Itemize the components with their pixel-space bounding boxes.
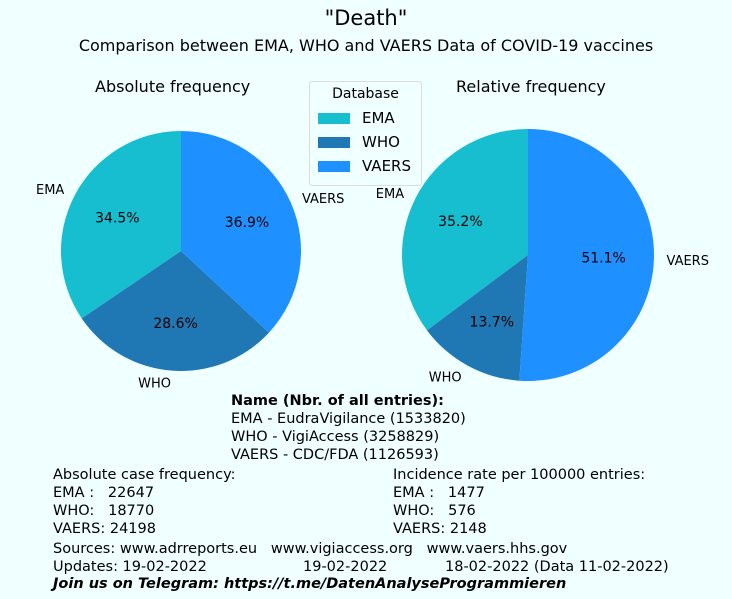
pie-slice-ema xyxy=(60,131,182,319)
pie-slice-vaers xyxy=(519,129,654,381)
legend-label: VAERS xyxy=(362,157,411,175)
names-block: Name (Nbr. of all entries): EMA - EudraV… xyxy=(231,392,466,464)
legend-swatch-vaers xyxy=(318,161,350,172)
updates-3: 18-02-2022 (Data 11-02-2022) xyxy=(445,559,669,575)
chart-subtitle: Comparison between EMA, WHO and VAERS Da… xyxy=(78,36,654,55)
legend-title: Database xyxy=(332,86,399,102)
pie-percent-label: 51.1% xyxy=(581,251,625,267)
pie-slice-who xyxy=(81,251,269,372)
chart-title: "Death" xyxy=(324,6,408,30)
abs-who: WHO: 18770 xyxy=(53,503,155,519)
legend-label: WHO xyxy=(362,133,400,151)
pie-percent-label: 34.5% xyxy=(95,210,139,226)
inc-who: WHO: 576 xyxy=(393,503,476,519)
abs-ema: EMA : 22647 xyxy=(53,485,155,501)
pie-category-label: VAERS xyxy=(667,254,709,269)
updates-2: 19-02-2022 xyxy=(303,559,388,575)
pie-category-label: EMA xyxy=(36,183,64,198)
legend-item-who: WHO xyxy=(318,133,400,151)
legend-swatch-who xyxy=(318,137,350,148)
absolute-block: Absolute case frequency: EMA : 22647 WHO… xyxy=(53,466,235,538)
abs-vaers: VAERS: 24198 xyxy=(53,521,156,537)
name-ema: EMA - EudraVigilance (1533820) xyxy=(231,411,466,427)
name-who: WHO - VigiAccess (3258829) xyxy=(231,429,440,445)
pie-percent-label: 13.7% xyxy=(470,314,514,330)
inc-vaers: VAERS: 2148 xyxy=(393,521,487,537)
legend: Database EMA WHO VAERS xyxy=(309,81,422,186)
name-vaers: VAERS - CDC/FDA (1126593) xyxy=(231,447,439,463)
telegram-link[interactable]: Join us on Telegram: https://t.me/DatenA… xyxy=(53,576,567,592)
pie-category-label: WHO xyxy=(138,377,171,392)
pie-slice-who xyxy=(427,255,528,381)
legend-label: EMA xyxy=(362,109,395,127)
pie-percent-label: 36.9% xyxy=(225,215,269,231)
legend-item-vaers: VAERS xyxy=(318,157,411,175)
left-pie-title: Absolute frequency xyxy=(95,77,251,96)
names-header: Name (Nbr. of all entries): xyxy=(231,393,444,409)
pie-percent-label: 35.2% xyxy=(438,214,482,230)
legend-swatch-ema xyxy=(318,113,350,124)
pie-slice-ema xyxy=(402,129,528,331)
legend-item-ema: EMA xyxy=(318,109,395,127)
abs-header: Absolute case frequency: xyxy=(53,467,236,483)
updates-1: Updates: 19-02-2022 xyxy=(53,559,207,575)
pie-percent-label: 28.6% xyxy=(153,316,197,332)
pie-category-label: EMA xyxy=(376,187,404,202)
incidence-block: Incidence rate per 100000 entries: EMA :… xyxy=(393,466,645,538)
inc-header: Incidence rate per 100000 entries: xyxy=(393,467,646,483)
right-pie-title: Relative frequency xyxy=(456,77,606,96)
pie-category-label: WHO xyxy=(429,371,462,386)
pie-slice-vaers xyxy=(181,131,301,333)
sources: Sources: www.adrreports.eu www.vigiacces… xyxy=(53,541,568,557)
inc-ema: EMA : 1477 xyxy=(393,485,485,501)
pie-category-label: VAERS xyxy=(302,192,344,207)
